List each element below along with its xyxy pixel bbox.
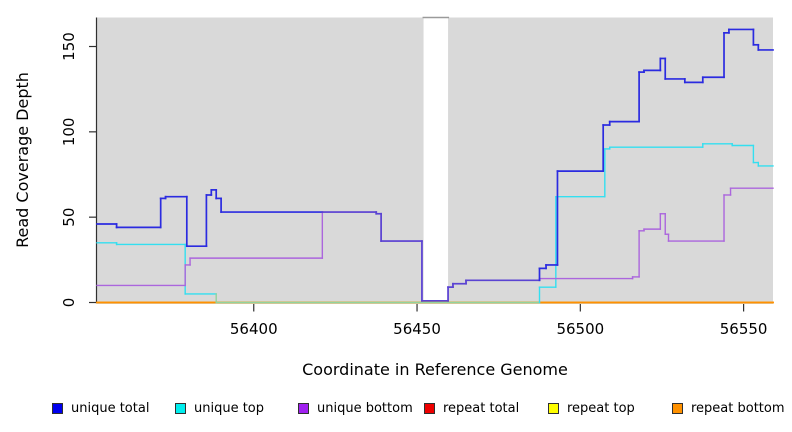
legend-swatch-unique-bottom	[298, 402, 309, 414]
x-tick-label: 56550	[720, 320, 768, 338]
legend-label-repeat-top: repeat top	[567, 400, 635, 416]
legend-item-repeat-bottom: repeat bottom	[672, 397, 785, 419]
y-axis-label: Read Coverage Depth	[13, 72, 32, 248]
legend-swatch-unique-top	[175, 402, 186, 414]
legend-label-unique-bottom: unique bottom	[317, 400, 413, 416]
x-tick-label: 56400	[230, 320, 278, 338]
y-tick-label: 50	[60, 208, 78, 227]
legend-item-unique-bottom: unique bottom	[298, 397, 413, 419]
legend-swatch-repeat-total	[424, 402, 435, 414]
legend: unique total unique top unique bottom repea…	[0, 397, 792, 423]
x-axis-label: Coordinate in Reference Genome	[302, 360, 568, 379]
legend-swatch-repeat-top	[548, 402, 559, 414]
no-data-gap-band	[423, 18, 449, 301]
legend-item-repeat-top: repeat top	[548, 397, 635, 419]
legend-item-unique-total: unique total	[52, 397, 149, 419]
legend-swatch-repeat-bottom	[672, 402, 683, 414]
legend-item-unique-top: unique top	[175, 397, 264, 419]
legend-label-unique-top: unique top	[194, 400, 265, 416]
legend-label-repeat-total: repeat total	[443, 400, 520, 416]
x-tick-label: 56500	[556, 320, 604, 338]
legend-swatch-unique-total	[52, 402, 63, 414]
y-tick-label: 0	[60, 298, 78, 308]
y-tick-label: 100	[60, 118, 78, 147]
chart-canvas: 0 50 100 150 56400 56450 56500 56550 Coordinate…	[13, 16, 774, 379]
legend-label-repeat-bottom: repeat bottom	[691, 400, 785, 416]
y-tick-label: 150	[60, 32, 78, 61]
x-tick-label: 56450	[393, 320, 441, 338]
legend-label-unique-total: unique total	[71, 400, 150, 416]
legend-item-repeat-total: repeat total	[424, 397, 519, 419]
